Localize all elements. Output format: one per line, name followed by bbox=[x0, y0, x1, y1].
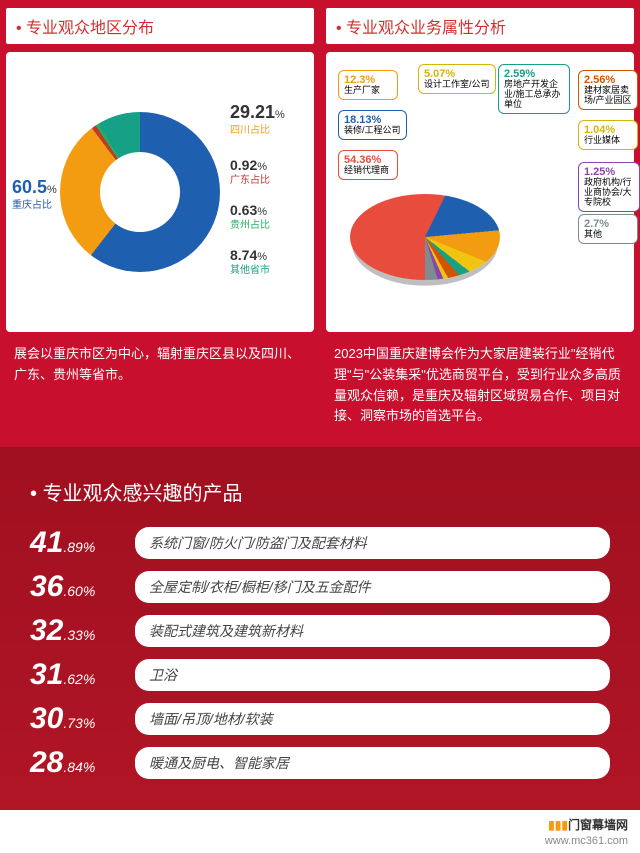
product-row: 31.62%卫浴 bbox=[30, 658, 610, 692]
donut-chart: 60.5% 重庆占比 29.21% 四川占比 0.92% 广东占比 0.63% … bbox=[10, 62, 310, 322]
pie-chart-box: 12.3%生产厂家 18.13%装修/工程公司 54.36%经销代理商 5.07… bbox=[326, 52, 634, 332]
region-title: 专业观众地区分布 bbox=[6, 8, 314, 44]
product-row: 36.60%全屋定制/衣柜/橱柜/移门及五金配件 bbox=[30, 570, 610, 604]
donut-hole bbox=[100, 152, 180, 232]
pie-label-dealer: 54.36%经销代理商 bbox=[338, 150, 398, 180]
watermark: ▮▮▮门窗幕墙网 www.mc361.com bbox=[0, 810, 640, 853]
business-desc: 2023中国重庆建博会作为大家居建装行业"经销代理"与"公装集采"优选商贸平台，… bbox=[326, 344, 634, 427]
product-pct: 36.60% bbox=[30, 570, 135, 604]
product-row: 28.84%暖通及厨电、智能家居 bbox=[30, 746, 610, 780]
pie-label-media: 1.04%行业媒体 bbox=[578, 120, 638, 150]
pie-label-realestate: 2.59%房地产开发企业/施工总承办单位 bbox=[498, 64, 570, 114]
product-label: 全屋定制/衣柜/橱柜/移门及五金配件 bbox=[135, 571, 610, 603]
top-section: 专业观众地区分布 60.5% 重庆占比 29.21% 四川占比 0.92% 广东… bbox=[0, 0, 640, 447]
product-pct: 31.62% bbox=[30, 658, 135, 692]
product-label: 墙面/吊顶/地材/软装 bbox=[135, 703, 610, 735]
product-pct: 41.89% bbox=[30, 526, 135, 560]
pie-label-decoration: 18.13%装修/工程公司 bbox=[338, 110, 407, 140]
region-desc: 展会以重庆市区为中心，辐射重庆区县以及四川、广东、贵州等省市。 bbox=[6, 344, 314, 386]
pie-chart: 12.3%生产厂家 18.13%装修/工程公司 54.36%经销代理商 5.07… bbox=[330, 62, 630, 322]
product-row: 30.73%墙面/吊顶/地材/软装 bbox=[30, 702, 610, 736]
donut-chart-box: 60.5% 重庆占比 29.21% 四川占比 0.92% 广东占比 0.63% … bbox=[6, 52, 314, 332]
product-label: 卫浴 bbox=[135, 659, 610, 691]
product-pct: 28.84% bbox=[30, 746, 135, 780]
donut-label-sichuan: 29.21% 四川占比 bbox=[230, 102, 285, 137]
donut-label-guangdong: 0.92% 广东占比 bbox=[230, 157, 270, 187]
pie-disc bbox=[350, 194, 500, 280]
business-title: 专业观众业务属性分析 bbox=[326, 8, 634, 44]
product-row: 32.33%装配式建筑及建筑新材料 bbox=[30, 614, 610, 648]
product-label: 系统门窗/防火门/防盗门及配套材料 bbox=[135, 527, 610, 559]
product-row: 41.89%系统门窗/防火门/防盗门及配套材料 bbox=[30, 526, 610, 560]
donut-label-guizhou: 0.63% 贵州占比 bbox=[230, 202, 270, 232]
donut-label-chongqing: 60.5% 重庆占比 bbox=[12, 177, 57, 212]
product-pct: 32.33% bbox=[30, 614, 135, 648]
product-rows: 41.89%系统门窗/防火门/防盗门及配套材料36.60%全屋定制/衣柜/橱柜/… bbox=[30, 526, 610, 780]
products-section: 专业观众感兴趣的产品 41.89%系统门窗/防火门/防盗门及配套材料36.60%… bbox=[0, 447, 640, 810]
pie-label-gov: 1.25%政府机构/行业商协会/大专院校 bbox=[578, 162, 640, 212]
donut-label-other: 8.74% 其他省市 bbox=[230, 247, 270, 277]
pie-label-market: 2.56%建材家居卖场/产业园区 bbox=[578, 70, 638, 110]
pie-label-design: 5.07%设计工作室/公司 bbox=[418, 64, 496, 94]
pie-label-manufacturer: 12.3%生产厂家 bbox=[338, 70, 398, 100]
product-label: 装配式建筑及建筑新材料 bbox=[135, 615, 610, 647]
pie-label-other: 2.7%其他 bbox=[578, 214, 638, 244]
product-label: 暖通及厨电、智能家居 bbox=[135, 747, 610, 779]
product-pct: 30.73% bbox=[30, 702, 135, 736]
business-panel: 专业观众业务属性分析 12.3%生产厂家 18.13%装修/工程公司 54.36… bbox=[320, 8, 640, 427]
products-title: 专业观众感兴趣的产品 bbox=[30, 477, 610, 506]
region-panel: 专业观众地区分布 60.5% 重庆占比 29.21% 四川占比 0.92% 广东… bbox=[0, 8, 320, 427]
